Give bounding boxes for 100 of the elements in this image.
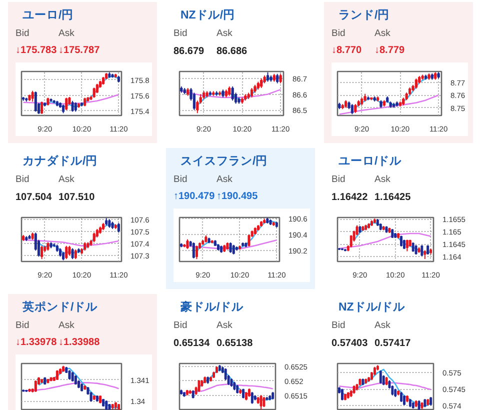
text: Ask bbox=[216, 174, 233, 185]
text: 1.16422 bbox=[332, 192, 368, 203]
line-series bbox=[180, 88, 282, 98]
text: Ask bbox=[58, 320, 75, 331]
candlestick bbox=[96, 83, 98, 94]
candlestick bbox=[412, 242, 414, 252]
chart-title: カナダドル/円 bbox=[22, 154, 98, 168]
text: Ask bbox=[374, 28, 391, 39]
candlestick bbox=[248, 234, 250, 247]
candlestick bbox=[250, 88, 254, 98]
line-series bbox=[22, 382, 120, 392]
candlestick bbox=[68, 245, 71, 256]
candlestick bbox=[250, 391, 254, 404]
text: Ask bbox=[216, 320, 233, 331]
line-series bbox=[338, 382, 432, 390]
text: Ask bbox=[58, 174, 75, 185]
text: Bid bbox=[16, 320, 30, 331]
text: 1.16425 bbox=[374, 192, 412, 203]
candlestick bbox=[74, 102, 77, 112]
text: Bid bbox=[174, 28, 188, 39]
candlestick bbox=[229, 242, 232, 254]
candlestick bbox=[242, 388, 245, 399]
candlestick bbox=[31, 90, 34, 102]
candlestick bbox=[379, 370, 382, 384]
text: ↑190.479 bbox=[174, 191, 216, 202]
text: Bid bbox=[332, 174, 346, 185]
line-series bbox=[180, 239, 278, 250]
text: 0.57417 bbox=[374, 338, 412, 349]
candlestick bbox=[56, 370, 58, 380]
candlestick bbox=[262, 396, 266, 408]
text: 107.510 bbox=[58, 192, 96, 203]
candlestick bbox=[279, 73, 282, 84]
candlestick bbox=[71, 372, 74, 382]
line-series bbox=[22, 239, 120, 246]
candlestick bbox=[92, 232, 96, 243]
chart-title: ユーロ/ドル bbox=[338, 154, 403, 168]
line-series bbox=[338, 232, 432, 250]
candlestick bbox=[65, 245, 68, 260]
candlestick bbox=[260, 394, 262, 410]
candlestick bbox=[232, 244, 235, 255]
text: ↓1.33978 bbox=[16, 337, 58, 348]
candlestick bbox=[192, 92, 196, 110]
text: Ask bbox=[374, 174, 391, 185]
candlestick bbox=[266, 72, 270, 82]
candlestick bbox=[276, 73, 279, 84]
candlestick bbox=[68, 370, 71, 380]
text: Ask bbox=[216, 28, 233, 39]
text: ↓8.779 bbox=[374, 45, 405, 56]
chart-title: NZドル/円 bbox=[180, 8, 236, 22]
candlestick bbox=[71, 100, 74, 112]
candlestick bbox=[198, 380, 200, 392]
text: 0.65138 bbox=[216, 338, 254, 349]
candlestick bbox=[414, 78, 418, 90]
candlestick bbox=[418, 400, 420, 410]
text: ↓175.787 bbox=[58, 45, 100, 56]
candlestick bbox=[231, 86, 234, 102]
text: 0.57403 bbox=[332, 338, 368, 349]
text: Bid bbox=[16, 28, 30, 39]
text: Bid bbox=[332, 28, 346, 39]
candlestick bbox=[192, 242, 195, 259]
text: Ask bbox=[374, 320, 391, 331]
line-series bbox=[353, 222, 432, 254]
line-series bbox=[22, 94, 120, 105]
text: ↓175.783 bbox=[16, 45, 58, 56]
candlestick bbox=[40, 245, 44, 260]
text: ↓1.33988 bbox=[58, 337, 100, 348]
chart-title: スイスフラン/円 bbox=[180, 154, 268, 168]
chart-title: 豪ドル/ドル bbox=[180, 300, 245, 314]
text: Bid bbox=[16, 174, 30, 185]
candlestick bbox=[40, 102, 44, 114]
line-series bbox=[38, 75, 120, 108]
text: ↓8.770 bbox=[332, 45, 362, 56]
candlestick bbox=[186, 238, 189, 250]
text: 0.65134 bbox=[174, 338, 210, 349]
chart-title: NZドル/ドル bbox=[338, 300, 406, 314]
candlestick bbox=[74, 248, 77, 260]
candlestick bbox=[34, 380, 37, 392]
candlestick bbox=[228, 86, 231, 96]
text: ↑190.495 bbox=[216, 191, 258, 202]
text: 86.679 bbox=[174, 46, 205, 57]
chart-title: ランド/円 bbox=[338, 8, 390, 22]
chart-title: ユーロ/円 bbox=[22, 8, 74, 22]
candlestick bbox=[34, 91, 37, 112]
candlestick bbox=[195, 245, 198, 260]
text: 107.504 bbox=[16, 192, 52, 203]
line-series bbox=[38, 368, 120, 408]
text: Bid bbox=[174, 320, 188, 331]
chart-title: 英ポンド/ドル bbox=[22, 300, 99, 314]
candlestick bbox=[71, 248, 74, 260]
text: Bid bbox=[174, 174, 188, 185]
line-series bbox=[354, 74, 440, 108]
line-series bbox=[338, 368, 432, 407]
candlestick bbox=[400, 392, 403, 402]
line-series bbox=[338, 94, 440, 115]
text: 86.686 bbox=[216, 46, 248, 57]
text: Ask bbox=[58, 28, 75, 39]
candlestick bbox=[260, 78, 263, 88]
line-series bbox=[180, 384, 274, 394]
candlestick bbox=[117, 222, 120, 234]
text: Bid bbox=[332, 320, 346, 331]
